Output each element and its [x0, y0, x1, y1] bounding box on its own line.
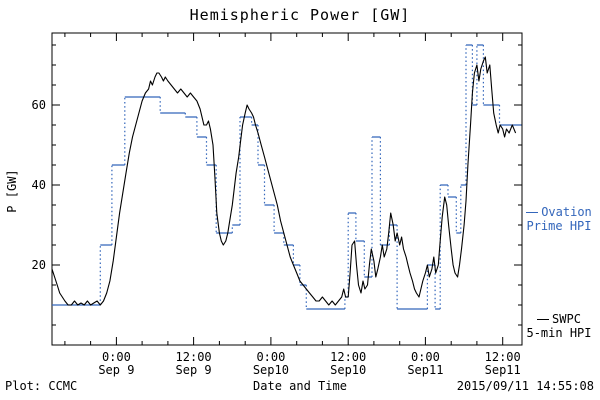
x-tick-date: Sep10 [253, 363, 289, 377]
x-tick-date: Sep11 [485, 363, 521, 377]
legend-ovation-label-line2: Prime HPI [526, 219, 592, 233]
x-tick-time: 0:00 [411, 350, 440, 364]
legend-ovation-row: Ovation [519, 205, 599, 219]
x-tick-time: 12:00 [176, 350, 212, 364]
timestamp: 2015/09/11 14:55:08 [456, 379, 594, 393]
plot-frame [51, 32, 523, 346]
x-tick-time: 12:00 [330, 350, 366, 364]
x-tick-time: 0:00 [102, 350, 131, 364]
ovation-line-sample [526, 212, 539, 213]
x-tick-date: Sep 9 [98, 363, 134, 377]
y-tick-label: 40 [32, 178, 46, 192]
chart-title: Hemispheric Power [GW] [189, 6, 411, 24]
y-tick-label: 20 [32, 258, 46, 272]
x-axis-label: Date and Time [253, 379, 347, 393]
swpc-series-line [51, 56, 517, 306]
x-tick-date: Sep 9 [176, 363, 212, 377]
ovation-series-vertical-dotted [99, 45, 501, 309]
legend-ovation-label-line1: Ovation [541, 205, 592, 219]
legend-swpc: SWPC 5-min HPI [519, 312, 599, 340]
ovation-series-horizontal [52, 44, 522, 310]
y-tick-label: 60 [32, 98, 46, 112]
x-tick-date: Sep11 [407, 363, 443, 377]
swpc-line-sample [537, 319, 550, 320]
x-tick-time: 0:00 [256, 350, 285, 364]
x-tick-time: 12:00 [485, 350, 521, 364]
legend-swpc-label-line2: 5-min HPI [526, 326, 592, 340]
legend-swpc-row: SWPC [519, 312, 599, 326]
legend-swpc-label-line1: SWPC [552, 312, 581, 326]
legend-ovation: Ovation Prime HPI [519, 205, 599, 233]
x-tick-date: Sep10 [330, 363, 366, 377]
plot-credit: Plot: CCMC [5, 379, 78, 393]
